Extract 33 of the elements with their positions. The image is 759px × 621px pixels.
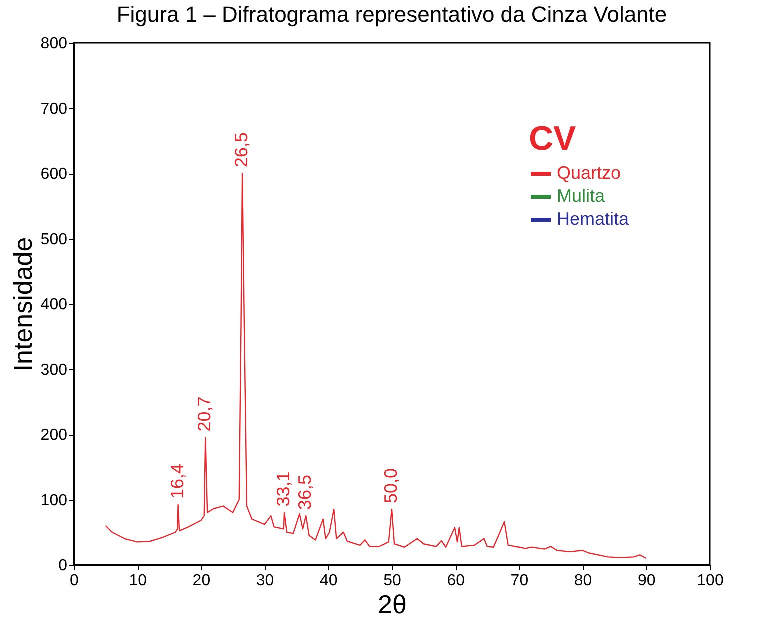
legend-label: Mulita [557, 186, 606, 206]
x-tick-label: 50 [384, 572, 402, 590]
y-tick-label: 800 [40, 36, 68, 52]
legend-label: Hematita [557, 209, 630, 229]
x-tick-label: 20 [192, 572, 211, 590]
annotation: 36,5 [295, 475, 316, 510]
annotation: 50,0 [381, 468, 401, 504]
x-tick-label: 90 [638, 572, 656, 590]
y-tick-label: 400 [40, 296, 68, 314]
y-tick-label: 500 [40, 231, 68, 248]
x-tick-label: 70 [510, 572, 529, 590]
x-axis-title: 2θ [378, 590, 407, 620]
annotation: 33,1 [274, 472, 294, 507]
annotation: 16,4 [167, 464, 188, 499]
x-tick-label: 80 [574, 572, 592, 590]
x-tick-label: 40 [320, 572, 338, 590]
y-tick-label: 200 [40, 427, 68, 444]
annotation: 26,5 [232, 132, 252, 168]
chart-title: Figura 1 – Difratograma representativo da Cinza Volante [116, 2, 668, 27]
legend-title: CV [529, 120, 577, 158]
annotation: 20,7 [194, 396, 215, 432]
legend-label: Quartzo [557, 163, 622, 183]
y-tick-label: 300 [40, 362, 68, 379]
y-tick-label: 0 [58, 558, 68, 574]
x-tick-label: 30 [256, 572, 274, 590]
x-tick-label: 60 [447, 572, 466, 590]
y-axis-title: Intensidade [8, 237, 38, 372]
x-tick-label: 100 [697, 572, 724, 590]
y-tick-label: 700 [40, 100, 68, 118]
y-tick-label: 600 [40, 166, 68, 183]
y-tick-label: 100 [40, 492, 68, 510]
x-tick-label: 10 [129, 572, 148, 590]
x-tick-label: 0 [70, 572, 80, 590]
